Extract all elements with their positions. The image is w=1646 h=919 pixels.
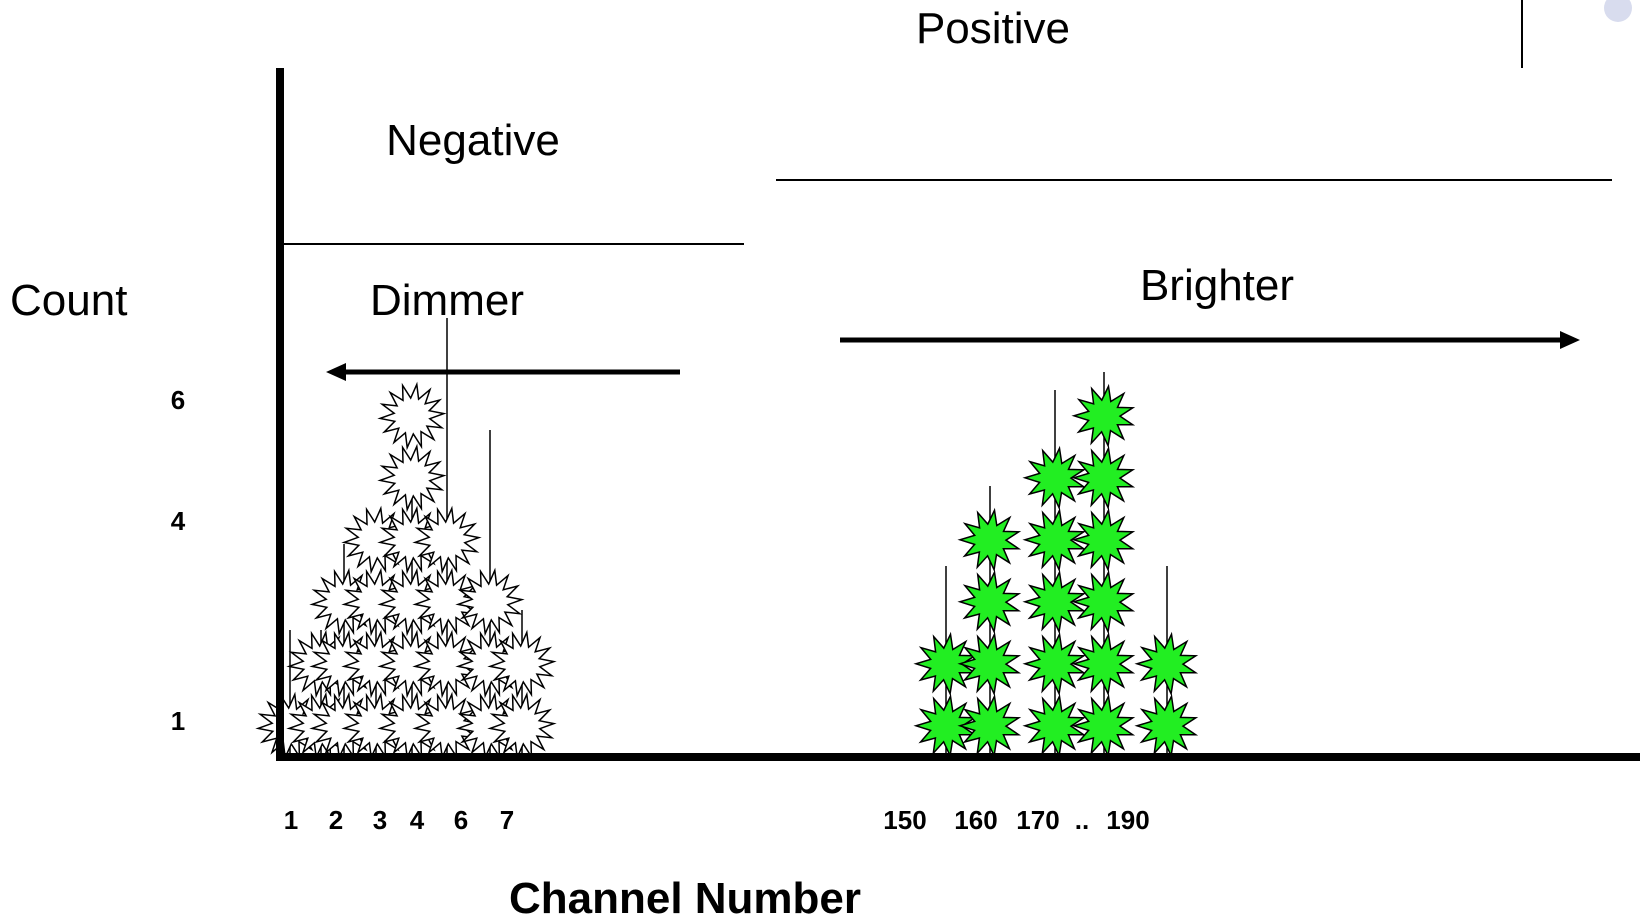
starburst-icon	[1134, 631, 1199, 697]
starburst-icon	[1071, 631, 1136, 697]
dimmer-label: Dimmer	[370, 276, 524, 325]
starburst-icon	[957, 507, 1022, 573]
starburst-icon	[487, 629, 557, 699]
y-tick-1: 1	[171, 706, 185, 736]
starburst-icon	[913, 693, 978, 759]
starburst-icon	[455, 567, 525, 637]
x-tick-ellipsis: ..	[1075, 805, 1089, 835]
starburst-icon	[377, 381, 447, 451]
x-tick-160: 160	[954, 805, 997, 835]
x-tick-190: 190	[1106, 805, 1149, 835]
x-tick-7: 7	[500, 805, 514, 835]
x-tick-4: 4	[410, 805, 425, 835]
slide-bullet-dot	[1604, 0, 1632, 22]
starburst-icon	[377, 443, 447, 513]
starburst-icon	[1134, 693, 1199, 759]
starburst-icon	[1071, 507, 1136, 573]
starburst-icon	[957, 631, 1022, 697]
x-tick-2: 2	[329, 805, 343, 835]
positive-label: Positive	[916, 4, 1070, 53]
x-tick-6: 6	[454, 805, 468, 835]
starburst-icon	[1071, 693, 1136, 759]
starburst-icon	[1022, 445, 1087, 511]
starburst-icon	[1071, 445, 1136, 511]
event-markers	[255, 318, 1199, 761]
brighter-label: Brighter	[1140, 261, 1294, 310]
starburst-icon	[412, 505, 482, 575]
x-tick-170: 170	[1016, 805, 1059, 835]
starburst-icon	[1071, 383, 1136, 449]
starburst-icon	[1071, 569, 1136, 635]
count-axis-label: Count	[10, 276, 127, 325]
x-tick-3: 3	[373, 805, 387, 835]
x-tick-150: 150	[883, 805, 926, 835]
starburst-icon	[957, 693, 1022, 759]
starburst-icon	[1022, 631, 1087, 697]
x-tick-1: 1	[284, 805, 298, 835]
starburst-icon	[1022, 507, 1087, 573]
starburst-icon	[957, 569, 1022, 635]
arrow-right-icon	[840, 331, 1580, 349]
starburst-icon	[913, 631, 978, 697]
y-tick-4: 4	[171, 506, 186, 536]
arrow-left-icon	[326, 363, 680, 381]
x-axis-title: Channel Number	[509, 874, 861, 914]
negative-label: Negative	[386, 116, 560, 165]
starburst-icon	[1022, 569, 1087, 635]
y-tick-6: 6	[171, 385, 185, 415]
starburst-icon	[1022, 693, 1087, 759]
